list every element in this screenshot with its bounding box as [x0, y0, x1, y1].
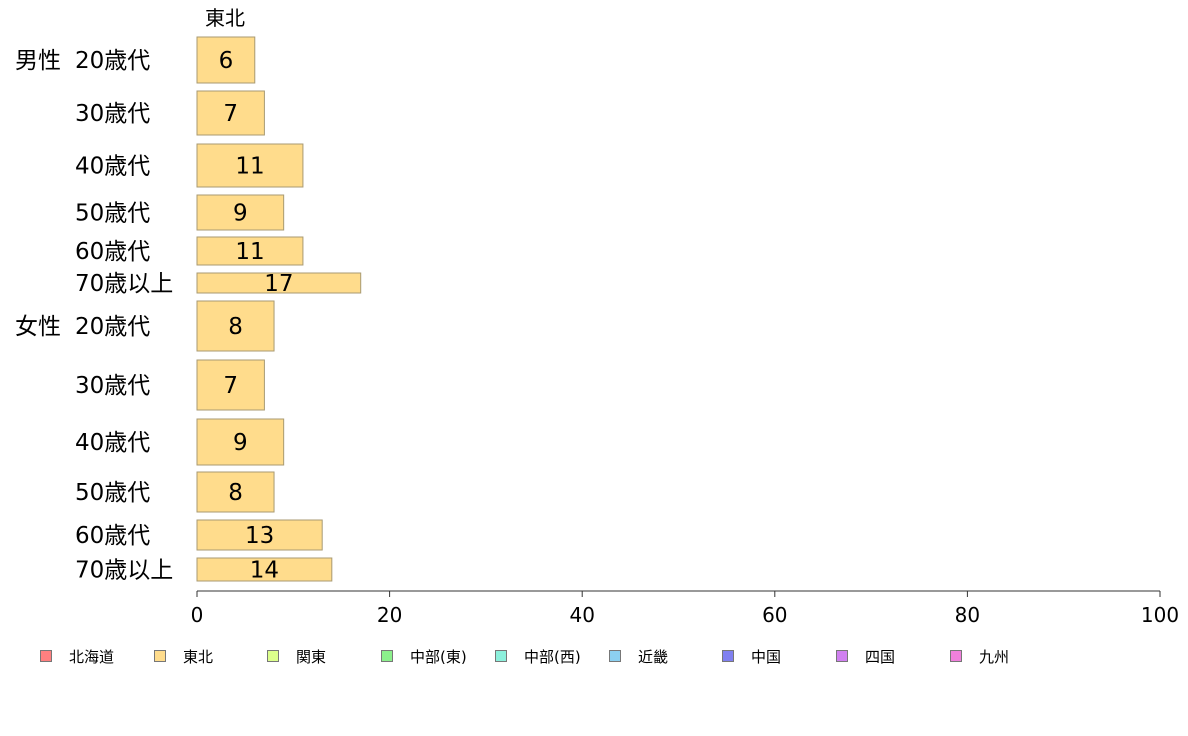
legend-swatch [722, 650, 734, 662]
category-label: 70歳以上 [75, 271, 173, 297]
bar-value-label: 17 [264, 271, 293, 297]
bar-value-label: 9 [233, 201, 248, 227]
legend-item: 九州 [950, 646, 1009, 666]
legend-label: 中国 [751, 647, 782, 666]
group-label: 男性 [15, 48, 61, 74]
bar [196, 557, 333, 582]
bar-value-label: 8 [228, 314, 243, 340]
legend-item: 中部(東) [381, 646, 467, 666]
bar-value-label: 9 [233, 430, 248, 456]
bar-value-label: 7 [223, 101, 238, 127]
bar [196, 519, 323, 551]
category-label: 50歳代 [75, 201, 150, 227]
x-tick-label: 80 [955, 603, 980, 627]
category-label: 20歳代 [75, 48, 150, 74]
category-label: 60歳代 [75, 239, 150, 265]
bar [196, 194, 285, 231]
legend-label: 関東 [296, 647, 327, 666]
category-label: 50歳代 [75, 480, 150, 506]
legend-label: 中部(東) [410, 647, 467, 666]
legend-item: 四国 [836, 646, 895, 666]
legend-swatch [267, 650, 279, 662]
x-axis: 0 20 40 60 80 100 [191, 590, 1179, 627]
bar-value-label: 11 [235, 239, 264, 265]
bar-value-label: 11 [235, 154, 264, 180]
legend-swatch [836, 650, 848, 662]
legend-swatch [40, 650, 52, 662]
category-label: 30歳代 [75, 373, 150, 399]
category-label: 60歳代 [75, 523, 150, 549]
bar [196, 471, 275, 513]
legend-label: 北海道 [69, 647, 115, 666]
legend-swatch [609, 650, 621, 662]
category-label: 70歳以上 [75, 558, 173, 584]
bar [196, 36, 256, 84]
bar-value-label: 13 [245, 523, 274, 549]
group-label: 女性 [15, 314, 61, 340]
x-tick-label: 40 [569, 603, 594, 627]
category-label: 40歳代 [75, 154, 150, 180]
x-tick-label: 60 [762, 603, 787, 627]
x-tick-label: 0 [191, 603, 204, 627]
bar-value-label: 6 [219, 48, 234, 74]
category-label: 40歳代 [75, 430, 150, 456]
x-tick-label: 20 [377, 603, 402, 627]
legend-label: 東北 [183, 647, 214, 666]
legend-item: 近畿 [609, 646, 668, 666]
legend-item: 北海道 [40, 646, 114, 666]
legend-swatch [950, 650, 962, 662]
category-label: 20歳代 [75, 314, 150, 340]
bar-value-label: 8 [228, 480, 243, 506]
legend-item: 関東 [267, 646, 326, 666]
bar [196, 143, 304, 188]
legend-item: 中部(西) [495, 646, 581, 666]
legend-label: 九州 [979, 647, 1010, 666]
x-tick-label: 100 [1141, 603, 1179, 627]
legend-item: 東北 [154, 646, 213, 666]
bar [196, 272, 362, 294]
legend-swatch [154, 650, 166, 662]
bar-value-label: 7 [223, 373, 238, 399]
bar [196, 90, 265, 136]
legend-swatch [381, 650, 393, 662]
legend-item: 中国 [722, 646, 781, 666]
legend-label: 四国 [865, 647, 896, 666]
legend-label: 中部(西) [524, 647, 581, 666]
bar-value-label: 14 [250, 558, 279, 584]
chart-title: 東北 [205, 6, 245, 30]
bar [196, 418, 285, 466]
category-label: 30歳代 [75, 101, 150, 127]
legend-swatch [495, 650, 507, 662]
bar [196, 300, 275, 352]
legend-label: 近畿 [638, 647, 669, 666]
bar [196, 236, 304, 266]
bar [196, 359, 265, 411]
